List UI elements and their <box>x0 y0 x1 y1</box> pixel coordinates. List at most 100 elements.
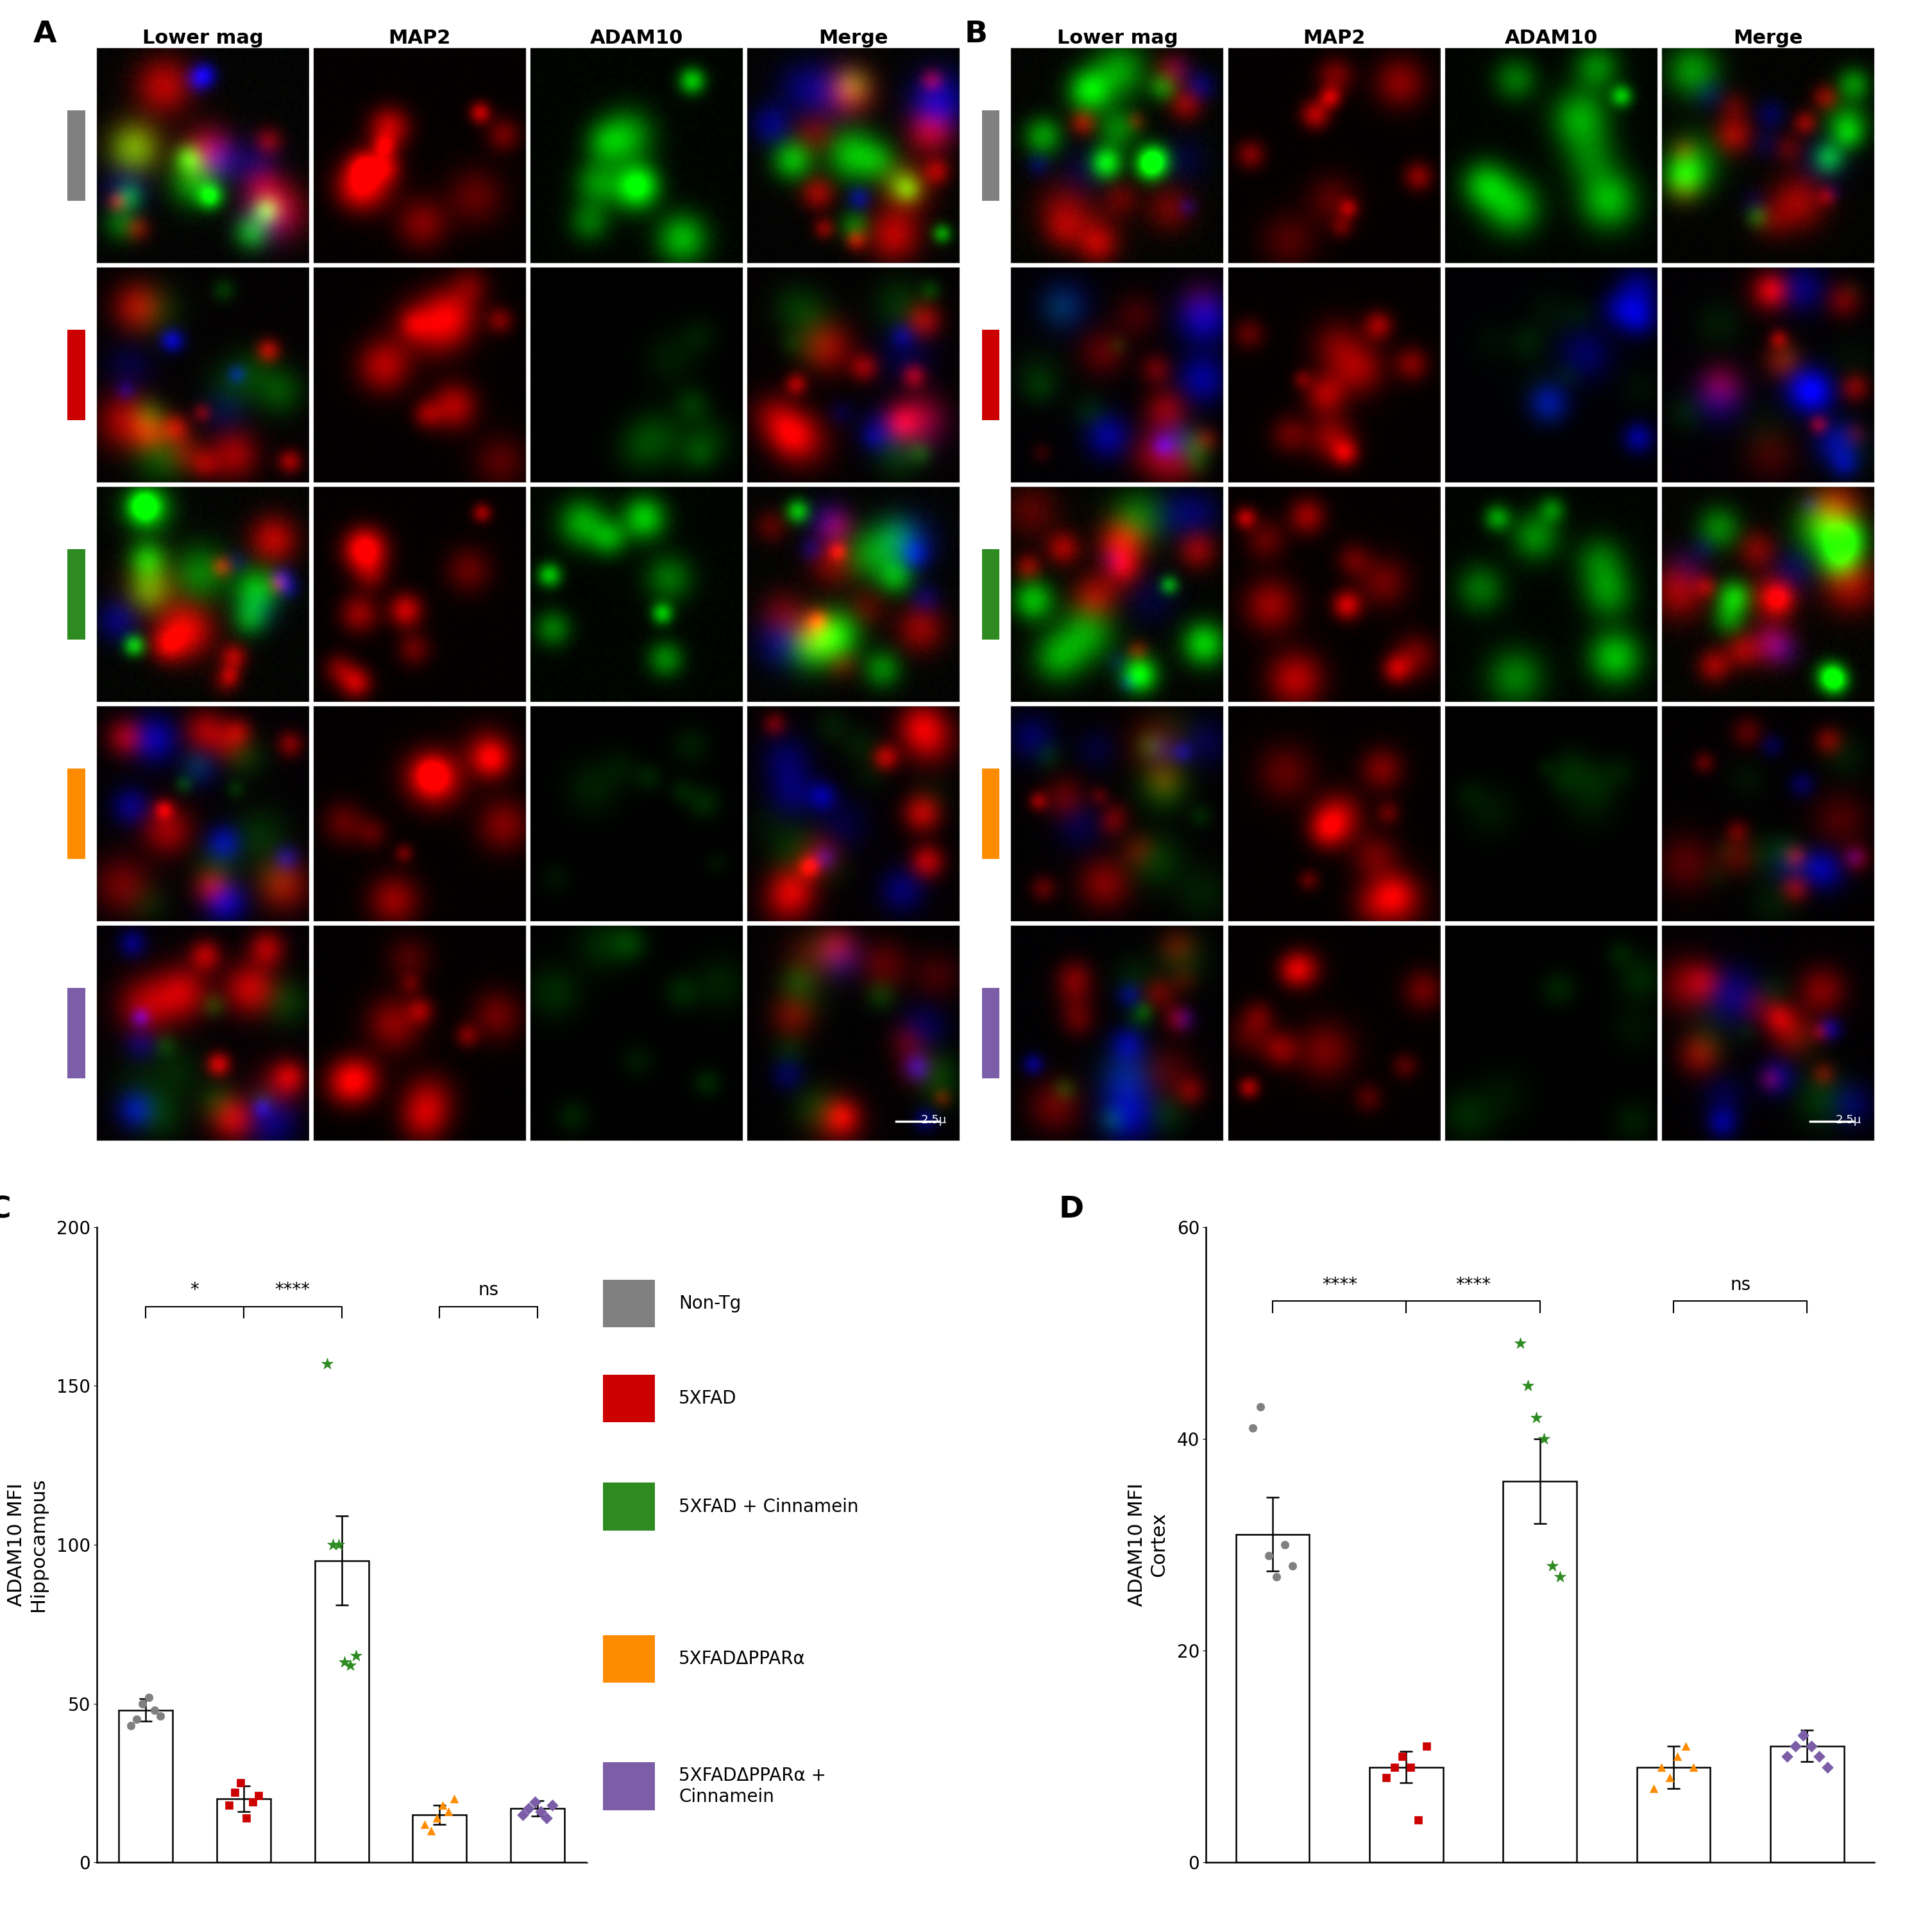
Text: ns: ns <box>479 1281 498 1300</box>
Title: MAP2: MAP2 <box>1302 29 1366 48</box>
Point <box>1277 1551 1308 1582</box>
Point <box>520 1788 551 1818</box>
Point <box>1638 1772 1669 1803</box>
Point <box>1544 1561 1575 1592</box>
Point <box>1812 1751 1843 1782</box>
Point <box>232 1803 263 1834</box>
Point <box>1646 1751 1677 1782</box>
Title: ADAM10: ADAM10 <box>1505 29 1598 48</box>
Title: Merge: Merge <box>819 29 889 48</box>
Bar <box>216 1799 270 1862</box>
Point <box>1679 1751 1710 1782</box>
Title: Lower mag: Lower mag <box>143 29 263 48</box>
Bar <box>1503 1480 1577 1862</box>
Bar <box>510 1809 564 1862</box>
Bar <box>413 1814 466 1862</box>
Text: B: B <box>964 19 987 48</box>
Text: 2.5μ: 2.5μ <box>1835 1114 1861 1125</box>
Point <box>317 1530 348 1561</box>
Text: D: D <box>1059 1196 1084 1225</box>
Text: A: A <box>33 19 56 48</box>
Point <box>1528 1423 1559 1453</box>
Point <box>1787 1720 1818 1751</box>
Point <box>128 1688 158 1718</box>
Point <box>340 1640 371 1670</box>
Point <box>334 1649 365 1680</box>
Point <box>508 1799 539 1830</box>
Point <box>1505 1329 1536 1359</box>
Bar <box>603 1482 655 1530</box>
Point <box>133 1682 164 1713</box>
Point <box>1395 1751 1426 1782</box>
Point <box>1236 1413 1267 1444</box>
Point <box>433 1797 464 1828</box>
Bar <box>118 1711 172 1862</box>
Point <box>1372 1763 1403 1793</box>
Bar <box>1636 1766 1710 1862</box>
Point <box>1403 1805 1434 1836</box>
Text: *: * <box>189 1281 199 1300</box>
Point <box>328 1647 359 1678</box>
Point <box>1244 1392 1275 1423</box>
Point <box>1772 1741 1803 1772</box>
Point <box>1654 1763 1685 1793</box>
Point <box>421 1803 452 1834</box>
Point <box>1410 1730 1441 1761</box>
Point <box>1536 1551 1567 1582</box>
Point <box>1269 1530 1300 1561</box>
Point <box>238 1788 269 1818</box>
Text: ****: **** <box>1455 1275 1492 1294</box>
Point <box>145 1701 176 1732</box>
Point <box>220 1778 251 1809</box>
Text: Non-Tg: Non-Tg <box>678 1294 742 1313</box>
Point <box>1513 1371 1544 1402</box>
Point <box>116 1711 147 1741</box>
Point <box>226 1768 257 1799</box>
Point <box>1779 1730 1810 1761</box>
Point <box>1804 1741 1835 1772</box>
Point <box>1795 1730 1826 1761</box>
Y-axis label: ADAM10 MFI
Hippocampus: ADAM10 MFI Hippocampus <box>8 1478 48 1611</box>
Bar <box>603 1375 655 1423</box>
Title: ADAM10: ADAM10 <box>589 29 684 48</box>
Point <box>311 1348 342 1379</box>
Point <box>526 1797 556 1828</box>
Point <box>1669 1730 1700 1761</box>
Bar <box>1236 1534 1310 1862</box>
Text: C: C <box>0 1196 12 1225</box>
Point <box>1520 1402 1551 1432</box>
Point <box>537 1789 568 1820</box>
Bar <box>603 1763 655 1811</box>
Text: ****: **** <box>274 1281 311 1300</box>
Title: Lower mag: Lower mag <box>1057 29 1179 48</box>
Text: ****: **** <box>1321 1275 1356 1294</box>
Point <box>1262 1561 1293 1592</box>
Bar <box>603 1279 655 1327</box>
Text: 5XFAD: 5XFAD <box>678 1390 736 1407</box>
Title: Merge: Merge <box>1733 29 1803 48</box>
Point <box>323 1530 354 1561</box>
Point <box>139 1695 170 1726</box>
Point <box>410 1809 440 1839</box>
Point <box>1379 1751 1410 1782</box>
Point <box>213 1789 243 1820</box>
Text: 5XFADΔPPARα +
Cinnamein: 5XFADΔPPARα + Cinnamein <box>678 1766 827 1805</box>
Bar <box>603 1636 655 1684</box>
Point <box>1254 1540 1285 1571</box>
Point <box>514 1793 545 1824</box>
Point <box>243 1780 274 1811</box>
Point <box>439 1784 469 1814</box>
Point <box>531 1803 562 1834</box>
Text: 2.5μ: 2.5μ <box>922 1114 947 1125</box>
Point <box>1662 1741 1692 1772</box>
Point <box>1387 1741 1418 1772</box>
Y-axis label: ADAM10 MFI
Cortex: ADAM10 MFI Cortex <box>1128 1482 1169 1607</box>
Bar <box>315 1561 369 1862</box>
Text: 5XFADΔPPARα: 5XFADΔPPARα <box>678 1649 806 1668</box>
Bar <box>1770 1745 1843 1862</box>
Text: ns: ns <box>1729 1275 1750 1294</box>
Point <box>122 1705 153 1736</box>
Title: MAP2: MAP2 <box>388 29 450 48</box>
Point <box>427 1789 458 1820</box>
Bar <box>1370 1766 1443 1862</box>
